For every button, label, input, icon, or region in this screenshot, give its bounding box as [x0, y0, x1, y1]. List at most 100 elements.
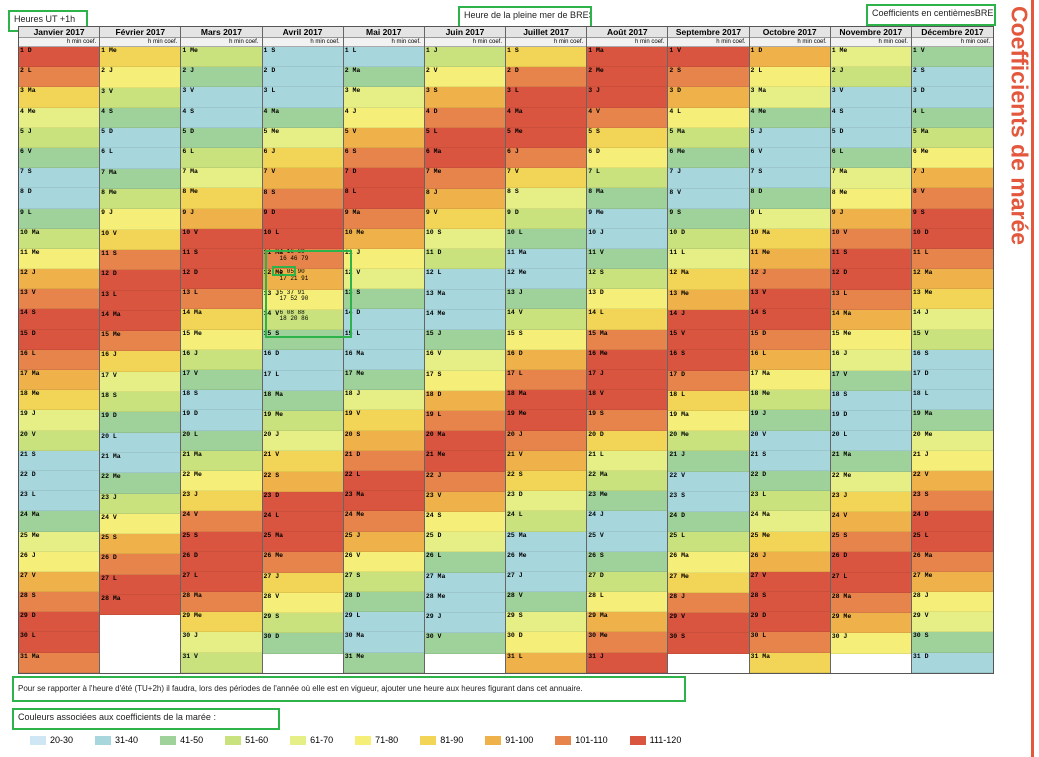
day-cell: 16 S: [911, 349, 994, 370]
legend-title: Couleurs associées aux coefficients de l…: [12, 708, 280, 730]
day-label: 7 J: [912, 168, 925, 176]
day-cell: 2 Me: [587, 67, 668, 88]
day-cell: 13 J: [506, 289, 587, 310]
day-cell: 21 V: [506, 450, 587, 471]
day-cell: 18 Ma: [506, 390, 587, 411]
day-label: 9 V: [425, 208, 438, 216]
day-cell: 8 Me: [830, 188, 911, 209]
day-cell: 24 V: [830, 512, 911, 533]
day-label: 8 V: [912, 188, 925, 196]
day-label: 7 Ma: [182, 168, 198, 176]
day-cell: 13 D: [587, 289, 668, 310]
day-cell: 29 S: [262, 613, 343, 634]
day-label: 13 J: [507, 289, 523, 297]
month-subheader: h min coef.: [668, 38, 749, 47]
day-cell: 20 D: [587, 430, 668, 451]
month-header: Décembre 2017: [911, 27, 994, 38]
day-cell: 26 V: [343, 551, 424, 572]
day-label: 28 Ma: [182, 592, 202, 600]
day-label: 27 V: [20, 571, 36, 579]
day-cell: 16 J: [830, 350, 911, 371]
day-label: 13 D: [588, 289, 604, 297]
day-cell: 16 S: [668, 350, 749, 371]
day-cell: 11 J: [343, 248, 424, 270]
day-label: 24 Me: [344, 511, 365, 519]
day-label: 17 Ma: [750, 370, 771, 377]
day-label: 31 L: [507, 652, 523, 660]
day-cell: 10 Me: [343, 228, 424, 249]
day-cell: 8 D: [19, 188, 100, 209]
day-label: 6 L: [182, 147, 195, 155]
day-label: 26 Ma: [912, 551, 933, 559]
day-label: 1 D: [20, 47, 32, 54]
day-label: 12 V: [344, 269, 361, 277]
day-label: 5 Ma: [912, 127, 929, 135]
month-column: Avril 2017 h min coef. 1 S 2 D 3 L 4 Ma 5 Me 6 …: [262, 27, 344, 673]
day-cell: 21 V: [262, 451, 343, 472]
day-label: 3 L: [263, 87, 276, 95]
day-label: 18 L: [669, 390, 685, 398]
day-label: 27 Me: [912, 571, 933, 579]
day-cell: 7 V: [262, 168, 343, 189]
day-label: 22 Me: [182, 470, 202, 478]
day-cell: 25 S: [830, 532, 911, 553]
day-label: 28 J: [912, 592, 929, 600]
day-label: 31 J: [588, 652, 604, 660]
day-label: 21 L: [588, 450, 604, 458]
day-cell: 28 L: [587, 592, 668, 613]
legend-swatch: [485, 735, 502, 745]
day-label: 13 L: [182, 289, 198, 297]
day-cell: 31 Me: [343, 652, 424, 673]
day-cell: 19 Ma: [911, 410, 994, 431]
day-label: 23 L: [20, 491, 36, 499]
day-label: 18 V: [588, 390, 604, 398]
day-cell: 14 D: [343, 309, 424, 330]
day-cell: 24 J: [587, 511, 668, 532]
legend-label: 51-60: [245, 735, 269, 745]
day-cell: 6 S: [343, 147, 424, 169]
day-cell: 29 V: [668, 613, 749, 634]
legend-swatch: [555, 735, 572, 745]
day-label: 27 L: [101, 574, 117, 582]
day-cell: 14 J: [668, 309, 749, 331]
day-label: 11 S: [101, 249, 117, 257]
day-cell: 8 S: [506, 188, 587, 209]
day-cell: 6 Ma: [424, 148, 506, 169]
day-label: 23 D: [263, 491, 280, 499]
day-label: 6 Ma: [425, 148, 442, 156]
day-label: 29 V: [669, 613, 685, 621]
day-cell: 21 L: [587, 450, 668, 471]
month-subheader: h min coef.: [424, 38, 506, 47]
day-label: 24 V: [831, 512, 848, 520]
tide-time-am: 6 08 88: [279, 309, 305, 316]
day-label: 14 Me: [425, 309, 446, 317]
day-label: 28 V: [507, 592, 523, 600]
day-label: 5 V: [344, 127, 357, 135]
day-cell: 27 V: [19, 571, 100, 593]
day-label: 19 Me: [507, 410, 527, 418]
day-cell: 22 V: [911, 470, 994, 492]
day-label: 8 Me: [182, 188, 198, 196]
day-cell: 22 V: [668, 471, 749, 492]
day-cell: 20 J: [262, 431, 343, 452]
day-cell: 23 Ma: [343, 491, 424, 512]
day-label: 4 L: [912, 107, 925, 115]
day-label: 19 D: [182, 410, 198, 418]
day-cell: 9 Ma: [343, 208, 424, 229]
day-label: 1 Me: [831, 47, 848, 54]
day-cell: 25 Me: [749, 531, 830, 552]
day-cell: 2 L: [19, 67, 100, 88]
tide-time-pm: 18 20 86: [279, 315, 309, 323]
day-label: 10 L: [263, 228, 280, 236]
day-cell: 16 J: [100, 351, 181, 372]
day-cell: 9 V: [424, 208, 506, 229]
day-cell: 21 Ma: [830, 451, 911, 472]
day-label: 9 L: [750, 208, 763, 216]
day-cell: 3 Ma: [19, 87, 100, 108]
day-label: 9 L: [20, 208, 32, 216]
day-label: 11 Me: [20, 248, 40, 256]
day-label: 10 J: [588, 228, 604, 236]
day-label: 3 V: [101, 87, 113, 95]
day-cell: 11 S: [181, 248, 262, 270]
legend-swatch: [420, 735, 437, 745]
